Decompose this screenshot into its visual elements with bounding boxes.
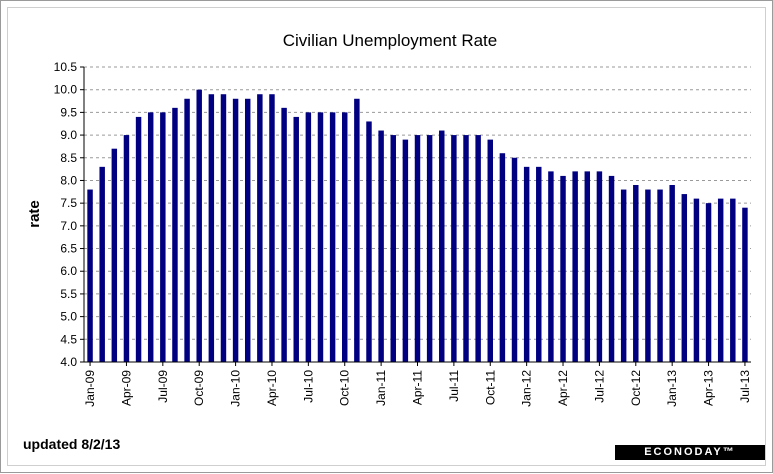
x-tick-label: Apr-12: [556, 370, 570, 406]
bar: [608, 175, 615, 362]
x-tick-label: Jan-13: [665, 370, 679, 407]
y-axis-ticks: 10.5 10.0 9.5 9.0 8.5 8.0 7.5 7.0 6.5 6.0 5.5 5.0 4.…: [54, 60, 84, 369]
bar: [487, 139, 493, 362]
bar: [172, 107, 178, 362]
bar: [378, 130, 384, 362]
bar: [257, 94, 263, 362]
y-tick-label: 8.0: [60, 173, 77, 187]
bar: [584, 171, 591, 362]
y-tick-label: 4.5: [60, 332, 77, 346]
y-tick-label: 10.0: [54, 83, 78, 97]
x-tick-label: Oct-12: [629, 370, 643, 406]
bar: [293, 116, 299, 362]
bar: [596, 171, 603, 362]
bar: [620, 189, 627, 362]
bar: [135, 116, 142, 362]
y-tick-label: 7.0: [60, 219, 77, 233]
bar: [402, 139, 409, 362]
bar: [208, 94, 215, 362]
bar: [281, 107, 287, 362]
x-tick-label: Jul-10: [301, 370, 315, 403]
bar: [196, 89, 202, 362]
bar: [111, 148, 118, 362]
x-tick-label: Jul-11: [447, 370, 461, 402]
bar: [560, 175, 566, 362]
bar: [742, 207, 748, 362]
bar: [87, 189, 93, 362]
chart-title: Civilian Unemployment Rate: [283, 31, 497, 50]
bar: [366, 121, 372, 363]
x-axis-ticks: Jan-09 Apr-09 Jul-09 Oct-09 Jan-10 Apr-10 Jul-…: [83, 362, 752, 407]
x-tick-label: Jan-10: [229, 370, 243, 407]
bar: [463, 135, 469, 362]
bar: [426, 135, 433, 362]
bar: [730, 198, 736, 362]
bar: [523, 166, 530, 362]
bar: [657, 189, 663, 362]
bar: [329, 112, 336, 362]
x-tick-label: Oct-09: [192, 370, 206, 406]
y-tick-label: 5.5: [60, 287, 77, 301]
x-tick-label: Apr-11: [411, 370, 425, 405]
y-tick-label: 5.0: [60, 310, 77, 324]
bar: [439, 130, 445, 362]
bar: [99, 166, 105, 362]
bar: [572, 171, 578, 362]
bar: [354, 98, 360, 363]
bar: [160, 112, 166, 362]
bar: [317, 112, 324, 362]
bar: [244, 98, 251, 363]
bar: [645, 189, 651, 362]
y-tick-label: 4.0: [60, 355, 77, 369]
bar: [536, 166, 542, 362]
bar: [511, 157, 518, 362]
y-tick-label: 9.5: [60, 105, 77, 119]
bar: [147, 112, 154, 362]
bar-series: [87, 89, 748, 363]
y-axis-label: rate: [26, 200, 43, 228]
bar: [414, 135, 421, 362]
x-tick-label: Apr-13: [702, 370, 716, 406]
bar: [705, 203, 712, 362]
bar: [269, 94, 275, 362]
bar: [717, 198, 724, 362]
x-tick-label: Jan-12: [520, 370, 534, 407]
y-tick-label: 8.5: [60, 151, 77, 165]
bar: [123, 135, 130, 362]
x-tick-label: Jul-13: [738, 370, 752, 403]
bar: [305, 112, 312, 362]
bar: [681, 194, 688, 362]
bar: [451, 135, 457, 362]
bar: [669, 185, 675, 362]
bar: [633, 185, 639, 362]
y-tick-label: 6.5: [60, 242, 77, 256]
x-tick-label: Jan-11: [374, 370, 388, 406]
y-tick-label: 9.0: [60, 128, 77, 142]
x-tick-label: Oct-10: [338, 370, 352, 406]
chart-panel: [7, 7, 766, 466]
y-tick-label: 10.5: [54, 60, 78, 74]
bar: [220, 94, 227, 362]
bar: [693, 198, 700, 362]
econoday-logo: ECONODAY™: [615, 445, 765, 460]
x-tick-label: Oct-11: [483, 370, 497, 405]
bar: [342, 112, 348, 362]
x-tick-label: Jul-09: [156, 370, 170, 403]
bar: [232, 98, 239, 363]
bar: [184, 98, 190, 363]
x-tick-label: Apr-09: [119, 370, 133, 406]
bar: [390, 135, 396, 362]
y-tick-label: 7.5: [60, 196, 77, 210]
updated-note: updated 8/2/13: [23, 436, 120, 452]
bar: [548, 171, 554, 362]
bar: [499, 153, 506, 362]
x-tick-label: Jan-09: [83, 370, 97, 407]
bar: [475, 135, 481, 362]
x-tick-label: Jul-12: [592, 370, 606, 403]
x-tick-label: Apr-10: [265, 370, 279, 406]
y-tick-label: 6.0: [60, 264, 77, 278]
